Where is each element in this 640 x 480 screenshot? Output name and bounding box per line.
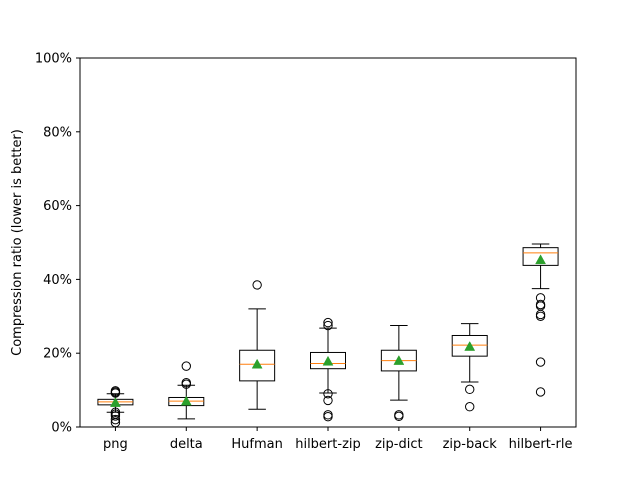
y-tick-label: 100% — [35, 52, 72, 67]
outlier-point — [110, 414, 121, 425]
outlier-point — [323, 411, 333, 422]
outlier-point — [394, 410, 404, 420]
outlier-point — [323, 395, 333, 406]
x-tick-label: zip-dict — [375, 437, 423, 452]
outlier-point — [323, 389, 333, 399]
outlier-point — [323, 320, 333, 331]
outlier-point — [252, 280, 262, 290]
iqr-box — [451, 334, 488, 357]
y-tick-label: 80% — [43, 125, 72, 140]
mean-marker — [180, 395, 192, 406]
x-tick-label: hilbert-rle — [509, 437, 573, 452]
x-axis: png delta Hufman hilbert-zip zip-dict zip-bac… — [103, 427, 572, 452]
iqr-box — [522, 247, 559, 266]
outlier-point — [323, 317, 333, 328]
box-hilbert-zip — [310, 317, 346, 422]
mean-marker — [535, 254, 546, 265]
mean-marker — [393, 355, 405, 365]
x-tick-label: png — [103, 437, 128, 452]
mean-marker — [322, 355, 334, 366]
outlier-point — [535, 387, 546, 397]
box-png — [97, 386, 134, 428]
box-zip-dict — [380, 325, 417, 421]
y-tick-label: 60% — [43, 199, 72, 214]
outlier-point — [323, 410, 333, 420]
outlier-point — [110, 386, 121, 396]
mean-marker — [110, 397, 121, 407]
mean-marker — [464, 341, 476, 351]
x-tick-label: delta — [170, 437, 203, 452]
outlier-point — [465, 384, 475, 395]
outlier-point — [110, 407, 121, 417]
outlier-point — [535, 309, 546, 320]
iqr-box — [310, 351, 346, 370]
outlier-point — [465, 402, 475, 412]
mean-marker — [251, 358, 263, 369]
y-axis-label: Compression ratio (lower is better) — [10, 129, 25, 356]
outlier-point — [181, 378, 191, 388]
outlier-point — [181, 361, 191, 371]
y-tick-label: 0% — [51, 421, 72, 436]
x-tick-label: Hufman — [231, 437, 282, 452]
iqr-box — [239, 349, 276, 382]
outlier-point — [535, 311, 546, 321]
outlier-point — [535, 293, 546, 303]
box-zip-back — [451, 323, 488, 412]
outlier-point — [535, 299, 546, 310]
box-Hufman — [239, 280, 276, 410]
outlier-point — [535, 357, 546, 367]
boxes-layer — [97, 243, 559, 428]
box-delta — [168, 361, 205, 420]
x-tick-label: hilbert-zip — [295, 437, 361, 452]
y-axis: 0% 20% 40% 60% 80% 100% — [35, 52, 80, 436]
x-tick-label: zip-back — [443, 437, 498, 452]
box-hilbert-rle — [522, 243, 559, 397]
y-tick-label: 20% — [43, 347, 72, 362]
y-tick-label: 40% — [43, 273, 72, 288]
